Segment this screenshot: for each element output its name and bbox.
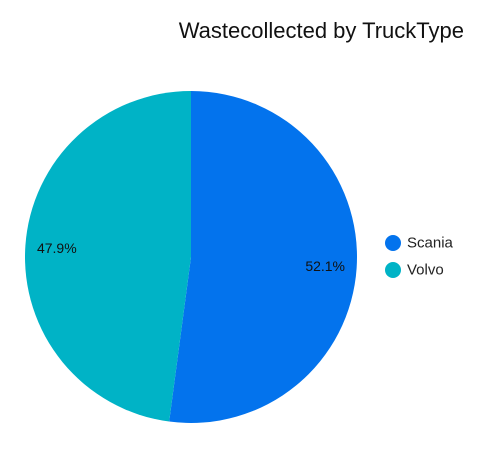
pie-slices xyxy=(25,91,358,424)
legend-label-scania: Scania xyxy=(407,235,454,252)
legend-label-volvo: Volvo xyxy=(407,262,444,279)
data-label-volvo: 47.9% xyxy=(37,240,77,256)
pie-slice-volvo xyxy=(25,91,192,422)
legend-swatch-volvo xyxy=(385,262,401,278)
legend: Scania Volvo xyxy=(385,235,454,279)
pie-data-labels: 52.1% 47.9% xyxy=(37,240,345,274)
data-label-scania: 52.1% xyxy=(305,258,345,274)
legend-swatch-scania xyxy=(385,235,401,251)
chart-title: Wastecollected by TruckType xyxy=(178,18,464,43)
pie-slice-scania xyxy=(169,91,358,424)
